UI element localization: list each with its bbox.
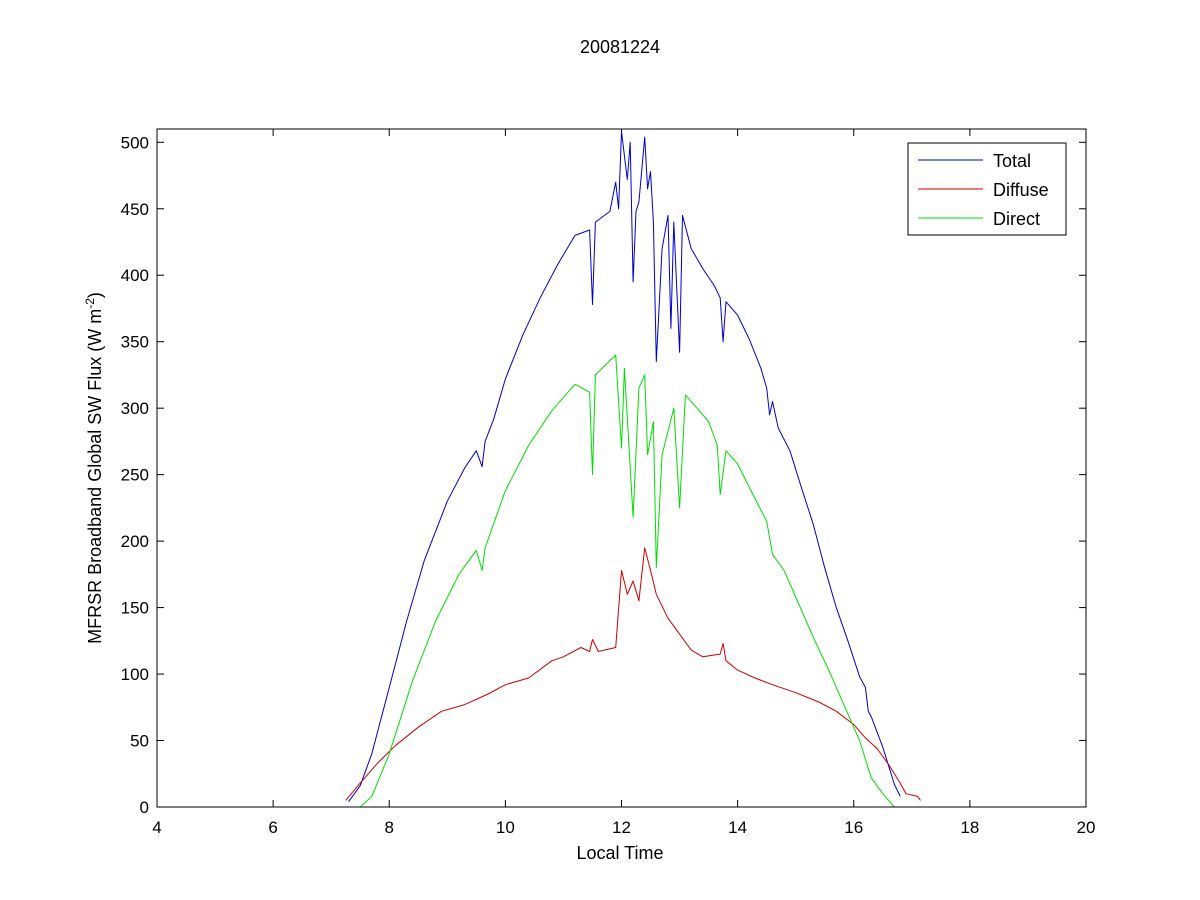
y-axis-title-superscript: -2	[83, 298, 97, 309]
y-tick-label: 300	[121, 399, 149, 418]
x-tick-labels: 4 6 8 10 12 14 16 18 20	[152, 818, 1095, 837]
plot-area	[157, 129, 1086, 807]
series-line-direct	[359, 354, 906, 807]
x-axis-title: Local Time	[576, 843, 663, 863]
x-tick-label: 20	[1077, 818, 1096, 837]
series-line-total	[348, 131, 901, 802]
y-axis-title: MFRSR Broadband Global SW Flux (W m-2)	[83, 292, 105, 644]
legend-label-total: Total	[993, 151, 1031, 171]
y-tick-label: 50	[130, 732, 149, 751]
y-tick-label: 500	[121, 133, 149, 152]
y-tick-label: 250	[121, 466, 149, 485]
y-tick-label: 450	[121, 200, 149, 219]
x-tick-label: 14	[728, 818, 747, 837]
y-axis-title-close: )	[85, 292, 105, 298]
plot-frame	[156, 128, 1087, 808]
chart-title: 20081224	[580, 37, 660, 57]
y-tick-label: 200	[121, 532, 149, 551]
y-tick-label: 100	[121, 665, 149, 684]
x-tick-label: 16	[844, 818, 863, 837]
legend-label-diffuse: Diffuse	[993, 180, 1049, 200]
x-tick-label: 18	[960, 818, 979, 837]
legend-label-direct: Direct	[993, 209, 1040, 229]
legend: Total Diffuse Direct	[907, 142, 1067, 236]
y-tick-labels: 0 50 100 150 200 250 300 350 400 450 500	[121, 133, 149, 817]
x-tick-label: 10	[496, 818, 515, 837]
y-tick-label: 400	[121, 266, 149, 285]
x-tick-label: 12	[612, 818, 631, 837]
x-tick-label: 8	[385, 818, 394, 837]
y-tick-label: 150	[121, 599, 149, 618]
y-tick-label: 0	[140, 798, 149, 817]
x-tick-label: 4	[152, 818, 161, 837]
y-tick-label: 350	[121, 333, 149, 352]
x-tick-label: 6	[268, 818, 277, 837]
y-axis-title-main: MFRSR Broadband Global SW Flux (W m	[85, 309, 105, 644]
series-layer	[345, 131, 921, 807]
series-line-diffuse	[345, 547, 921, 801]
